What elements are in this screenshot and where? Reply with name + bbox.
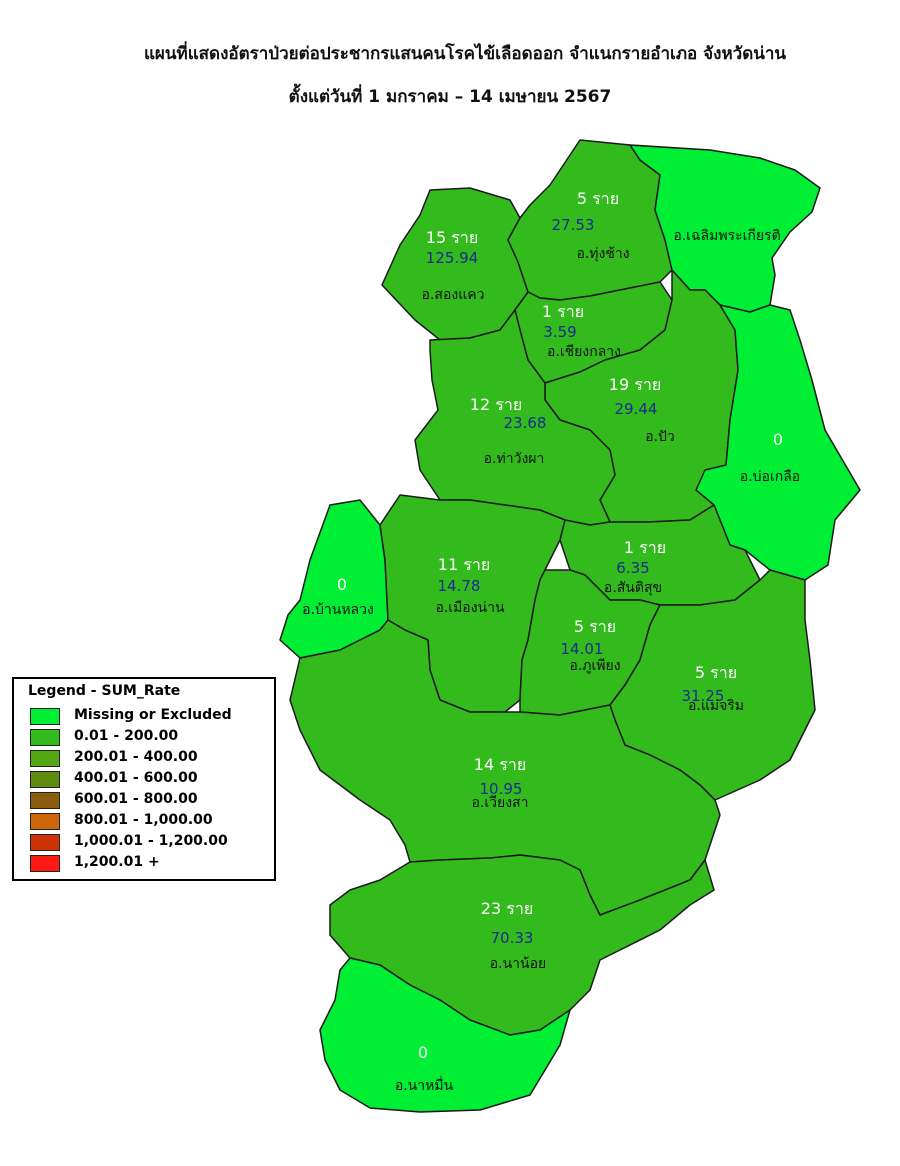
legend-label: Missing or Excluded <box>74 707 232 723</box>
district-name: อ.ปัว <box>645 429 675 445</box>
district-region[interactable] <box>319 957 571 1113</box>
legend-label: 200.01 - 400.00 <box>74 749 198 765</box>
district-name: อ.แม่จริม <box>688 698 744 714</box>
district-case-count: 1 ราย <box>624 538 666 557</box>
district-case-count: 0 <box>418 1043 428 1062</box>
district-name: อ.เฉลิมพระเกียรติ <box>673 228 780 244</box>
district-case-count: 11 ราย <box>438 555 490 574</box>
district-case-count: 5 ราย <box>577 189 619 208</box>
district-case-count: 14 ราย <box>474 755 526 774</box>
district-rate: 23.68 <box>504 414 547 432</box>
district-name: อ.เชียงกลาง <box>547 344 621 360</box>
map-subtitle: ตั้งแต่วันที่ 1 มกราคม – 14 เมษายน 2567 <box>288 87 612 107</box>
legend-title: Legend - SUM_Rate <box>28 683 181 699</box>
district-case-count: 5 ราย <box>695 663 737 682</box>
district-rate: 14.78 <box>438 577 481 595</box>
district-case-count: 5 ราย <box>574 617 616 636</box>
legend-swatch <box>30 855 60 872</box>
district-rate: 29.44 <box>615 400 658 418</box>
district-case-count: 12 ราย <box>470 395 522 414</box>
district-name: อ.นาหมื่น <box>395 1076 454 1094</box>
district-case-count: 15 ราย <box>426 228 478 247</box>
legend-swatch <box>30 813 60 830</box>
legend-label: 1,200.01 + <box>74 854 160 870</box>
district-region[interactable] <box>414 309 616 526</box>
district-rate: 3.59 <box>543 323 576 341</box>
district-region[interactable] <box>329 854 715 1036</box>
district-name: อ.สันติสุข <box>604 580 662 596</box>
district-rate: 14.01 <box>561 640 604 658</box>
map-title: แผนที่แสดงอัตราป่วยต่อประชากรแสนคนโรคไข้… <box>143 44 787 64</box>
district-rate: 31.25 <box>682 687 725 705</box>
district-rate: 70.33 <box>491 929 534 947</box>
district-name: อ.ภูเพียง <box>569 658 620 674</box>
district-case-count: 0 <box>337 575 347 594</box>
district-region[interactable] <box>289 619 721 916</box>
district-case-count: 1 ราย <box>542 302 584 321</box>
legend-swatch <box>30 750 60 767</box>
legend-swatch <box>30 729 60 746</box>
district-name: อ.เวียงสา <box>472 795 529 811</box>
district-region[interactable] <box>609 569 816 801</box>
legend-label: 400.01 - 600.00 <box>74 770 198 786</box>
legend-label: 1,000.01 - 1,200.00 <box>74 833 228 849</box>
district-name: อ.ท่าวังผา <box>484 451 545 467</box>
legend-label: 0.01 - 200.00 <box>74 728 179 744</box>
legend-swatch <box>30 834 60 851</box>
district-rate: 125.94 <box>426 249 479 267</box>
district-name: อ.สองแคว <box>422 287 485 303</box>
district-name: อ.บ้านหลวง <box>302 602 374 618</box>
district-name: อ.นาน้อย <box>490 956 546 972</box>
district-rate: 27.53 <box>552 216 595 234</box>
district-case-count: 19 ราย <box>609 375 661 394</box>
district-name: อ.บ่อเกลือ <box>740 469 800 485</box>
legend-swatch <box>30 708 60 725</box>
legend-swatch <box>30 792 60 809</box>
district-name: อ.เมืองน่าน <box>435 600 505 616</box>
legend-swatch <box>30 771 60 788</box>
map-legend: Legend - SUM_Rate Missing or Excluded 0.0… <box>12 677 276 881</box>
district-name: อ.ทุ่งช้าง <box>576 246 629 262</box>
district-rate: 6.35 <box>616 559 649 577</box>
district-case-count: 23 ราย <box>481 899 533 918</box>
district-case-count: 0 <box>773 430 783 449</box>
legend-label: 600.01 - 800.00 <box>74 791 198 807</box>
legend-label: 800.01 - 1,000.00 <box>74 812 213 828</box>
district-rate: 10.95 <box>480 780 523 798</box>
